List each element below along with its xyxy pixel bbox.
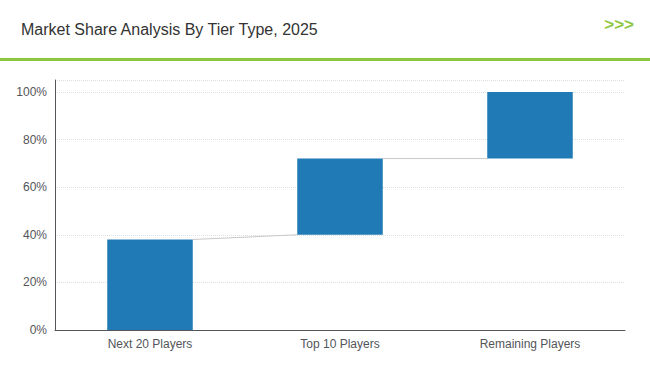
svg-text:60%: 60% bbox=[23, 180, 47, 194]
svg-text:Market Share Analysis By Tier: Market Share Analysis By Tier Type, 2025 bbox=[21, 21, 318, 38]
svg-text:>>>: >>> bbox=[604, 15, 634, 34]
svg-text:40%: 40% bbox=[23, 228, 47, 242]
svg-text:80%: 80% bbox=[23, 133, 47, 147]
svg-text:0%: 0% bbox=[30, 323, 48, 337]
svg-text:100%: 100% bbox=[16, 85, 47, 99]
svg-text:Remaining Players: Remaining Players bbox=[480, 337, 581, 351]
svg-text:20%: 20% bbox=[23, 275, 47, 289]
svg-text:Top 10 Players: Top 10 Players bbox=[300, 337, 379, 351]
svg-text:Next 20 Players: Next 20 Players bbox=[108, 337, 193, 351]
